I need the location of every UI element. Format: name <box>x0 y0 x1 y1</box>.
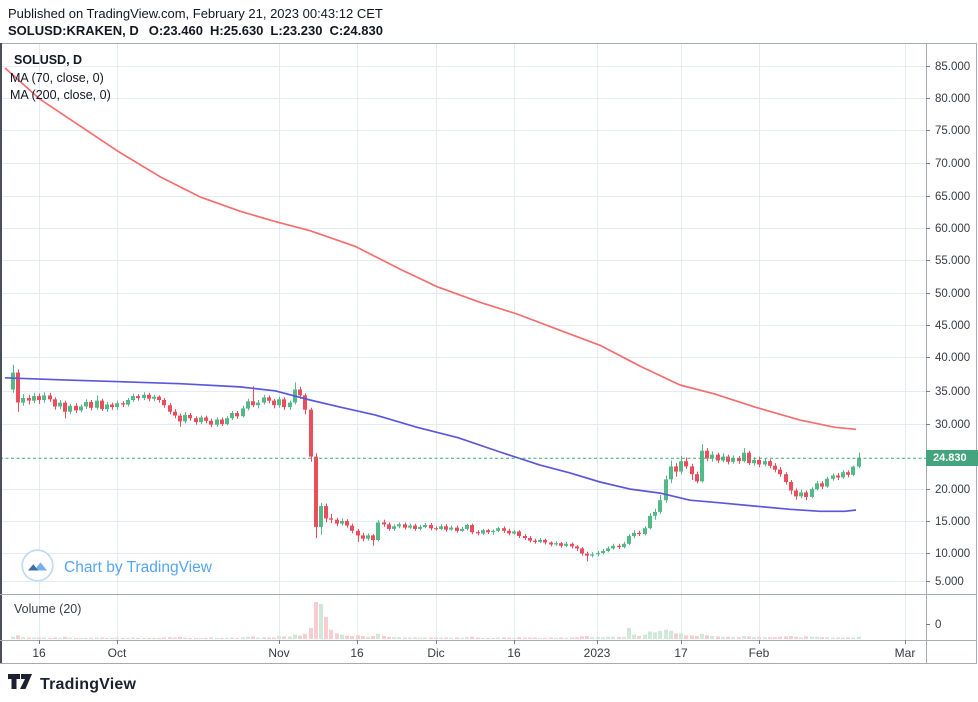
ohlc-c: C:24.830 <box>329 23 383 38</box>
chart-legend: SOLUSD, D MA (70, close, 0) MA (200, clo… <box>10 52 111 105</box>
time-axis-label: 2023 <box>584 646 611 660</box>
tradingview-footer-logo[interactable]: TradingView <box>8 674 136 696</box>
tradingview-logo-icon <box>21 549 54 587</box>
price-axis-label: 15.000 <box>935 516 970 528</box>
footer-logo-text: TradingView <box>40 676 137 693</box>
tradingview-watermark[interactable]: Chart by TradingView <box>21 549 212 587</box>
price-axis-label: 85.000 <box>935 61 970 73</box>
ohlc-values: O:23.460 H:25.630 L:23.230 C:24.830 <box>149 23 390 38</box>
ohlc-o: O:23.460 <box>148 23 203 38</box>
time-axis-label: 16 <box>32 646 46 660</box>
price-axis-label: 45.000 <box>935 320 970 332</box>
moving-averages <box>4 67 857 513</box>
ohlc-h: H:25.630 <box>209 23 264 38</box>
publish-info: Published on TradingView.com, February 2… <box>8 6 383 21</box>
price-axis-label: 10.000 <box>935 548 970 560</box>
price-axis-label: 60.000 <box>935 223 970 235</box>
price-axis-label: 40.000 <box>935 352 970 364</box>
time-axis-label: 17 <box>674 646 688 660</box>
tradingview-glyph-icon <box>8 674 33 696</box>
grid-lines <box>2 43 926 640</box>
price-axis-label: 65.000 <box>935 191 970 203</box>
price-axis-label: 5.000 <box>935 576 964 588</box>
price-axis[interactable]: 85.000 80.000 75.000 70.000 65.000 60.000 55.0… <box>926 61 970 631</box>
ohlc-l: L:23.230 <box>270 23 323 38</box>
legend-ma-70: MA (70, close, 0) <box>10 70 104 85</box>
watermark-text[interactable]: Chart by TradingView <box>64 559 212 576</box>
price-axis-label: 0 <box>935 619 941 631</box>
volume-bars <box>11 602 861 639</box>
time-axis-label: Nov <box>268 646 289 660</box>
time-axis-label: Dic <box>427 646 444 660</box>
time-axis-label: 16 <box>350 646 364 660</box>
price-axis-label: 75.000 <box>935 125 970 137</box>
time-axis[interactable]: 16 Oct Nov 16 Dic 16 2023 17 Feb Mar <box>32 640 915 660</box>
price-axis-label: 20.000 <box>935 484 970 496</box>
symbol-title: SOLUSD:KRAKEN, D <box>8 23 139 38</box>
time-axis-label: Feb <box>749 646 770 660</box>
volume-indicator-label: Volume (20) <box>14 602 82 616</box>
legend-symbol: SOLUSD, D <box>14 53 83 67</box>
chart-frame <box>0 43 977 664</box>
price-axis-label: 50.000 <box>935 288 970 300</box>
last-price-badge: 24.830 <box>926 450 978 466</box>
symbol-ohlc-line: SOLUSD:KRAKEN, D O:23.460 H:25.630 L:23.230… <box>8 23 390 38</box>
price-axis-label: 55.000 <box>935 255 970 267</box>
ma-200-line <box>4 67 857 431</box>
price-axis-label: 35.000 <box>935 386 970 398</box>
price-axis-label: 30.000 <box>935 419 970 431</box>
price-axis-label: 70.000 <box>935 158 970 170</box>
legend-ma-200: MA (200, close, 0) <box>10 88 111 102</box>
time-axis-label: Oct <box>108 646 127 660</box>
price-axis-label: 80.000 <box>935 93 970 105</box>
time-axis-label: 16 <box>507 646 521 660</box>
time-axis-label: Mar <box>895 646 916 660</box>
